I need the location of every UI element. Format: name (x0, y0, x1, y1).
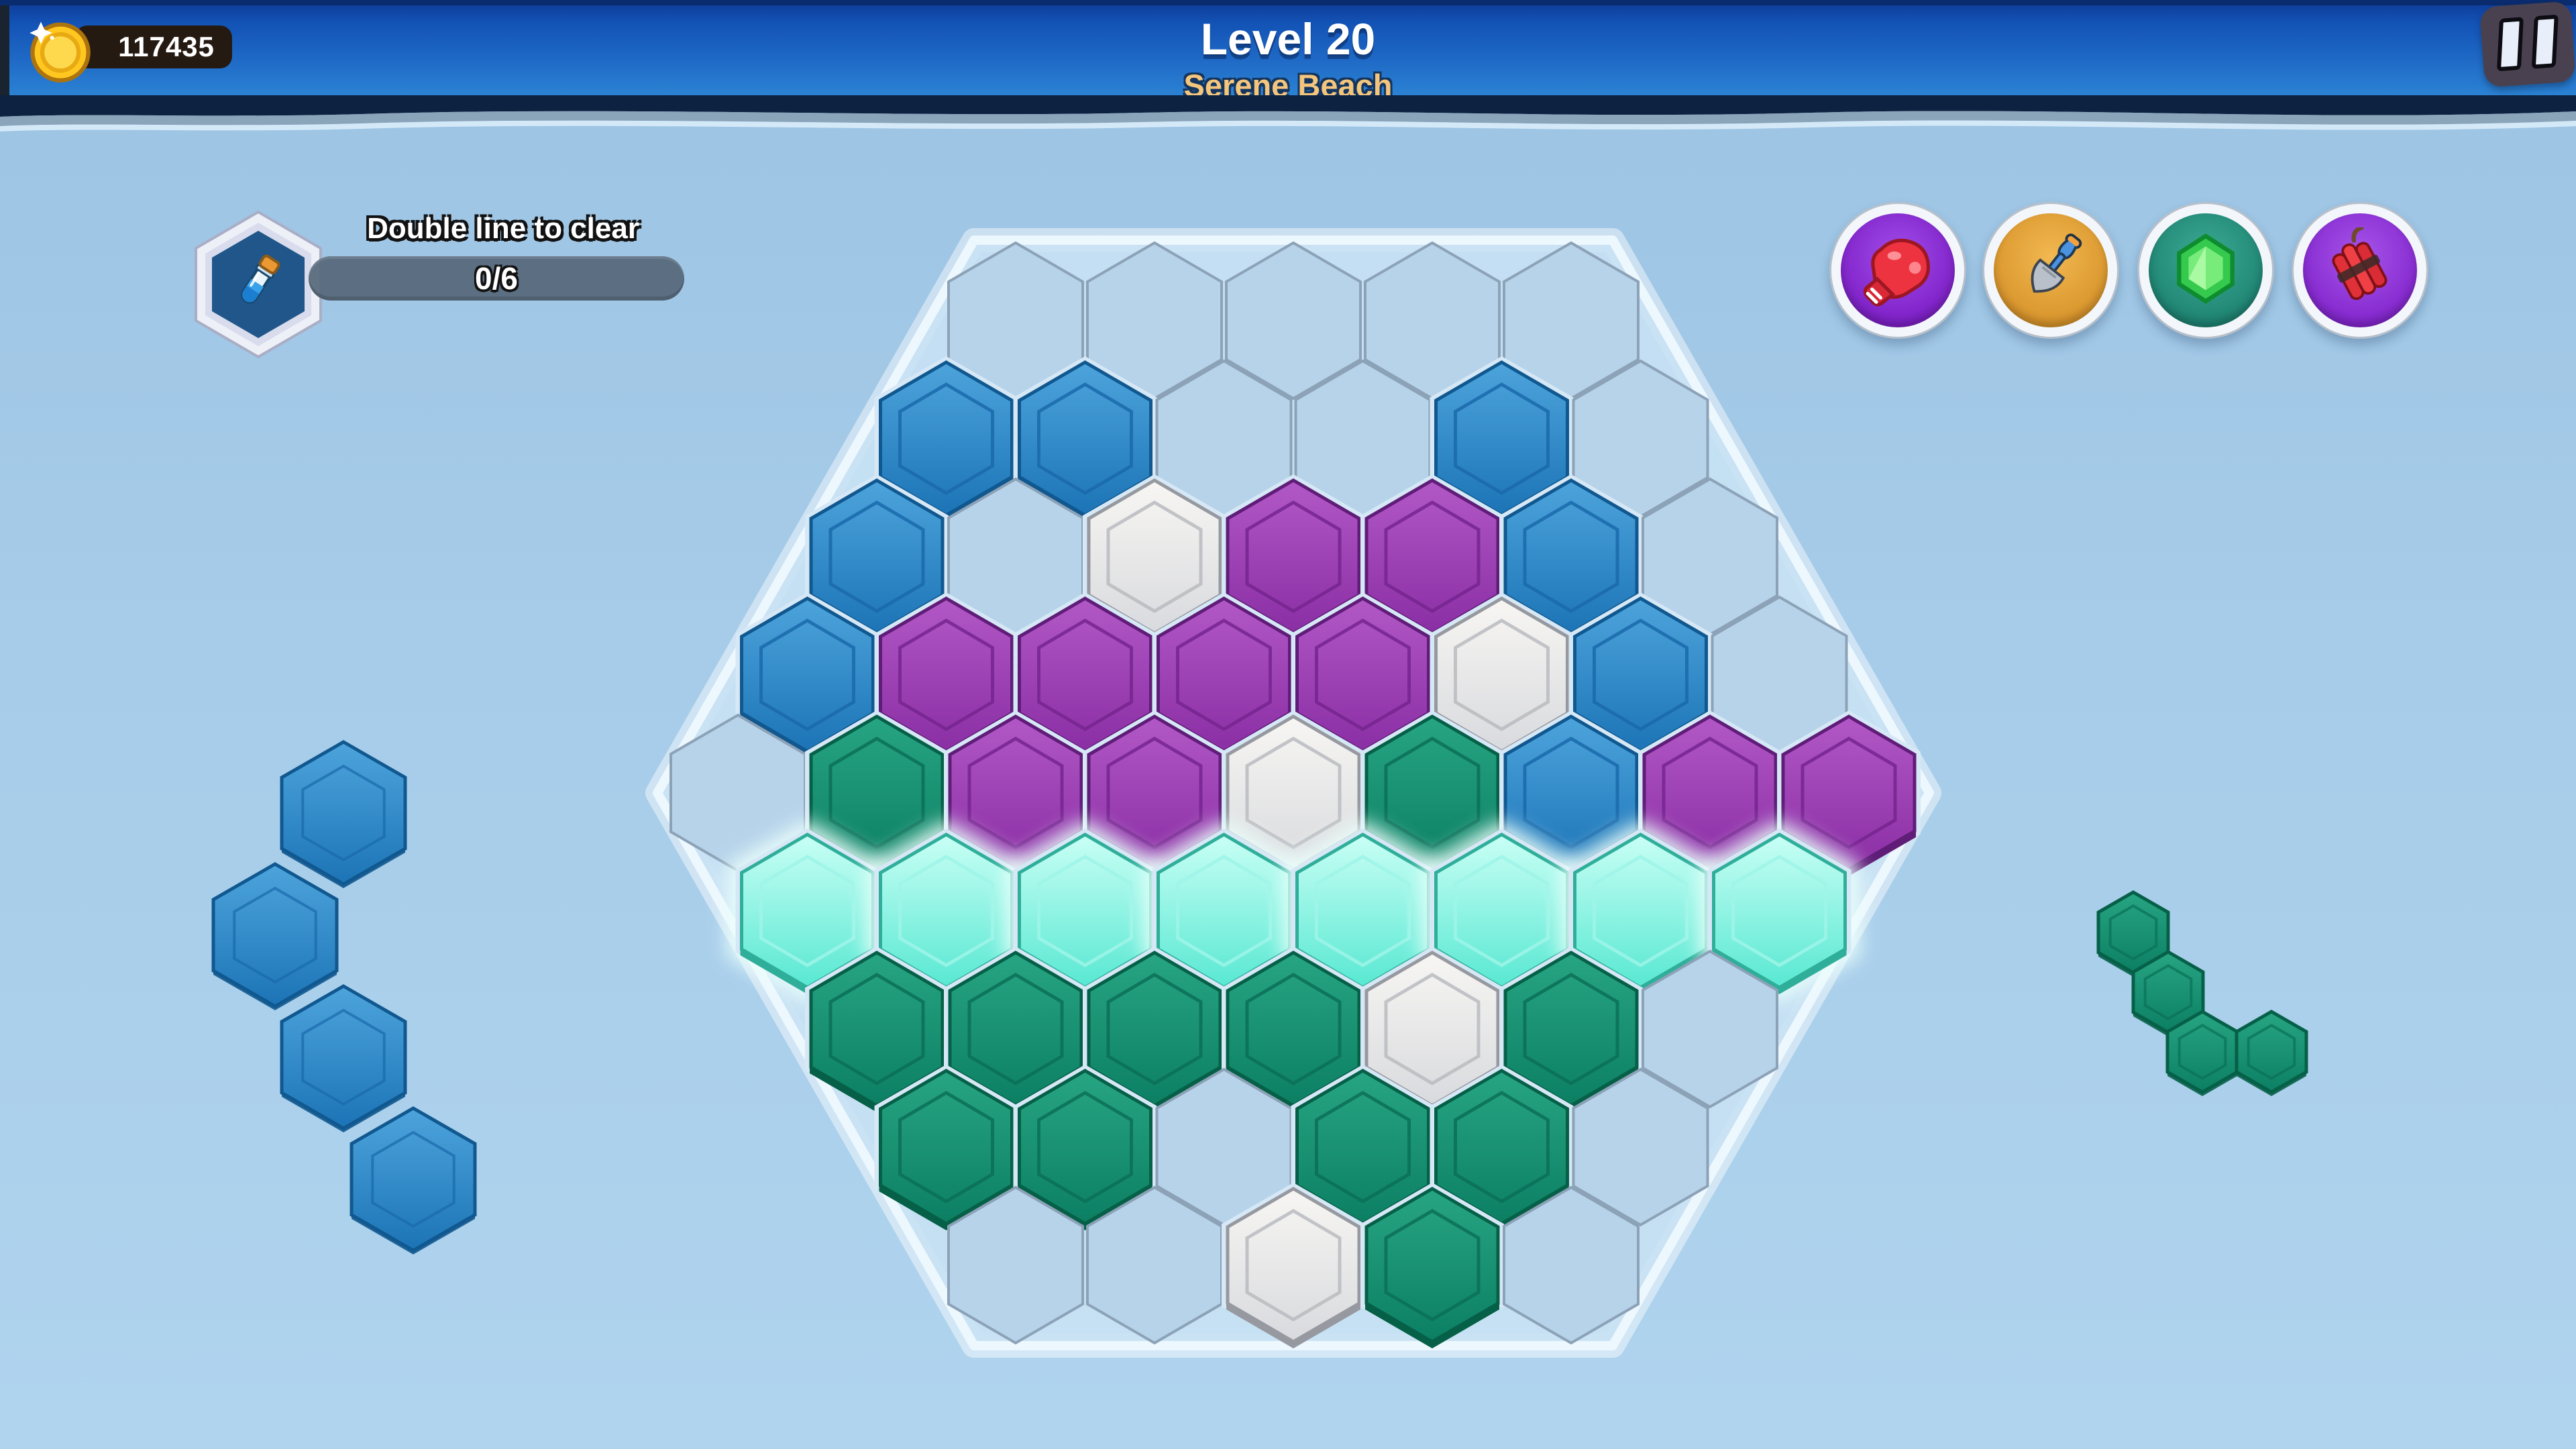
pause-button[interactable] (2479, 1, 2576, 88)
board-cell-r2-c2[interactable] (1083, 474, 1226, 640)
board-cell-r6-c3[interactable] (1222, 947, 1365, 1112)
board-cell-r1-c1[interactable] (1013, 356, 1157, 522)
board-cell-r5-c7[interactable] (1699, 820, 1860, 1002)
board-cell-r2-c3[interactable] (1222, 474, 1365, 640)
board-cell-r5-c1[interactable] (865, 820, 1027, 1002)
board-cell-r4-c1[interactable] (805, 710, 949, 876)
board-cell-r8-c3[interactable] (1360, 1183, 1504, 1348)
board-cell-r3-c1[interactable] (874, 592, 1018, 758)
board-cell-r3-c2[interactable] (1013, 592, 1157, 758)
board-cell-r6-c6[interactable] (1642, 949, 1778, 1109)
board-cell-r2-c0[interactable] (805, 474, 949, 640)
board-cell-r3-c0[interactable] (735, 592, 879, 758)
board-cell-r3-c5[interactable] (1430, 592, 1574, 758)
board-cell-r1-c4[interactable] (1430, 356, 1574, 522)
board-cell-r5-c3[interactable] (1143, 820, 1305, 1002)
boxing-glove-icon (1863, 238, 1930, 307)
board-cell-r4-c5[interactable] (1360, 710, 1504, 876)
booster-dynamite-button[interactable] (2292, 202, 2428, 339)
board-cell-r5-c2[interactable] (1004, 820, 1166, 1002)
board-cell-r4-c6[interactable] (1499, 710, 1643, 876)
board-cell-r2-c5[interactable] (1499, 474, 1643, 640)
potion-vial-icon (241, 254, 280, 304)
board-cell-r7-c1[interactable] (1013, 1065, 1157, 1230)
objective-progress-bar: 0/6 (309, 256, 684, 301)
board-cell-r8-c4[interactable] (1503, 1185, 1640, 1345)
board-cell-r3-c6[interactable] (1568, 592, 1713, 758)
board-cell-r4-c7[interactable] (1638, 710, 1782, 876)
gem-icon (2177, 233, 2235, 304)
board-cell-r0-c2[interactable] (1225, 241, 1362, 400)
top-bar: Level 20 Serene Beach (0, 0, 2576, 106)
board-cell-r7-c0[interactable] (874, 1065, 1018, 1230)
board-cell-r6-c1[interactable] (944, 947, 1087, 1112)
board-cell-r4-c3[interactable] (1083, 710, 1226, 876)
board-cell-r5-c5[interactable] (1421, 820, 1582, 1002)
board-cell-r4-c8[interactable] (1777, 710, 1921, 876)
coin-count: 117435 (75, 25, 232, 68)
board-cell-r7-c3[interactable] (1291, 1065, 1435, 1230)
board-cell-r5-c0[interactable] (727, 820, 888, 1002)
booster-shovel-button[interactable] (1982, 202, 2119, 339)
piece-left[interactable] (211, 740, 477, 1254)
coin-icon (30, 21, 91, 83)
board-cell-r5-c6[interactable] (1560, 820, 1721, 1002)
board-cell-r3-c4[interactable] (1291, 592, 1435, 758)
objective-badge (195, 210, 322, 359)
pause-icon (2491, 14, 2565, 74)
board-cell-r5-c4[interactable] (1282, 820, 1444, 1002)
board-cell-r7-c5[interactable] (1572, 1067, 1709, 1227)
board-cell-r6-c4[interactable] (1360, 947, 1504, 1112)
board-cell-r1-c0[interactable] (874, 356, 1018, 522)
coin-counter[interactable]: 117435 (24, 15, 232, 83)
board-cell-r8-c0[interactable] (947, 1185, 1084, 1345)
board-cell-r7-c4[interactable] (1430, 1065, 1574, 1230)
booster-boxing-glove-button[interactable] (1829, 202, 1966, 339)
booster-gem-button[interactable] (2137, 202, 2274, 339)
board-cell-r3-c3[interactable] (1152, 592, 1296, 758)
dynamite-icon (2332, 227, 2387, 301)
board-cell-r6-c0[interactable] (805, 947, 949, 1112)
top-bar-left-notch (0, 5, 9, 106)
board-cell-r6-c5[interactable] (1499, 947, 1643, 1112)
objective-label: Double line to clear (367, 212, 639, 245)
board-cell-r6-c2[interactable] (1083, 947, 1226, 1112)
shovel-icon (2031, 233, 2082, 293)
objective-progress-text: 0/6 (475, 261, 518, 296)
torn-paper-edge (0, 95, 2576, 131)
board-cell-r4-c4[interactable] (1222, 710, 1365, 876)
board-cell-r4-c2[interactable] (944, 710, 1087, 876)
board-cell-r8-c2[interactable] (1222, 1183, 1365, 1348)
level-title: Level 20 (1200, 14, 1376, 64)
piece-right[interactable] (2096, 890, 2308, 1096)
